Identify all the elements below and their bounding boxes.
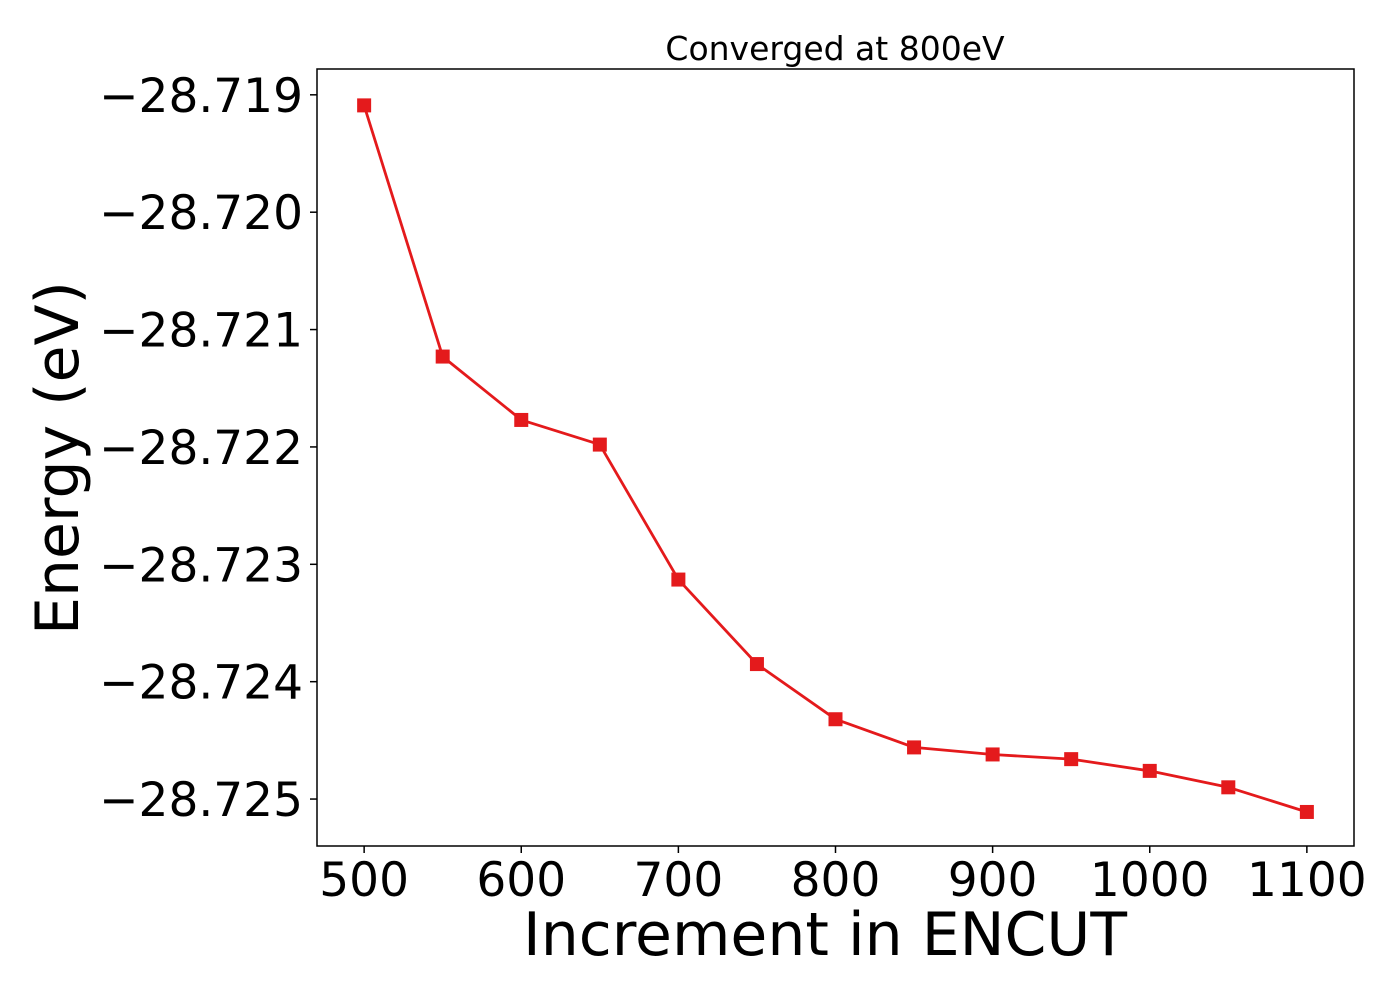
y-axis-ticks: −28.719 −28.720 −28.721 −28.722 −28.723 −28.7… [99, 69, 317, 828]
data-point-marker [1221, 780, 1236, 795]
x-axis-title: Increment in ENCUT [523, 900, 1127, 970]
y-tick-label: −28.719 [99, 69, 303, 124]
y-tick-label: −28.724 [99, 656, 303, 711]
x-tick-label: 700 [634, 853, 724, 908]
x-tick-label: 900 [948, 853, 1038, 908]
y-tick-label: −28.721 [99, 304, 303, 359]
series-layer [357, 98, 1314, 819]
data-point-marker [357, 98, 372, 113]
x-tick-label: 1100 [1247, 853, 1367, 908]
data-point-marker [907, 740, 922, 755]
series-line [362, 104, 1308, 814]
x-tick-label: 500 [319, 853, 409, 908]
data-point-marker [985, 747, 1000, 762]
data-point-marker [749, 657, 764, 672]
data-point-marker [1142, 763, 1157, 778]
y-tick-label: −28.725 [99, 773, 303, 828]
data-point-marker [1064, 752, 1079, 767]
x-axis-ticks: 500 600 700 800 900 1000 1100 [319, 846, 1367, 908]
chart-title: Converged at 800eV [665, 29, 1005, 68]
x-tick-label: 1000 [1090, 853, 1210, 908]
data-point-marker [828, 712, 843, 727]
plot-frame [316, 68, 1355, 847]
y-tick-label: −28.723 [99, 538, 303, 593]
y-tick-label: −28.720 [99, 186, 303, 241]
x-tick-label: 600 [476, 853, 566, 908]
data-point-marker [671, 572, 686, 587]
y-axis-title: Energy (eV) [23, 281, 93, 635]
y-tick-label: −28.722 [99, 421, 303, 476]
data-point-marker [1299, 804, 1314, 819]
data-point-marker [435, 349, 450, 364]
data-point-marker [514, 412, 529, 427]
data-point-marker [592, 437, 607, 452]
x-tick-label: 800 [791, 853, 881, 908]
